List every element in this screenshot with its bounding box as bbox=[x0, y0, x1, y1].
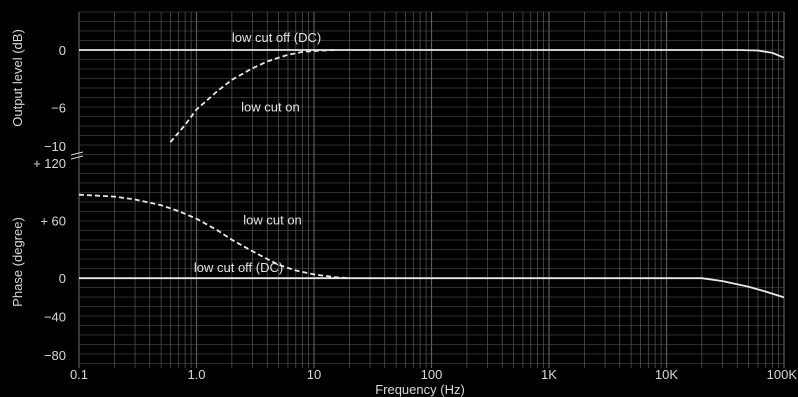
x-tick-label: 1K bbox=[541, 367, 557, 382]
series-low-cut-off-dc-panel-0 bbox=[79, 49, 785, 59]
y-tick-label: 0 bbox=[59, 271, 66, 286]
x-tick-label: 10 bbox=[307, 367, 321, 382]
series-low-cut-on-panel-1 bbox=[78, 193, 350, 280]
y-axis-label-output-level: Output level (dB) bbox=[10, 29, 25, 127]
annotation-label: low cut on bbox=[243, 213, 302, 228]
y-tick-label: −40 bbox=[44, 310, 66, 325]
y-tick-label: −6 bbox=[51, 101, 66, 116]
y-tick-label: −10 bbox=[44, 139, 66, 154]
y-tick-label: 0 bbox=[59, 43, 66, 58]
x-tick-label: 1.0 bbox=[187, 367, 205, 382]
y-tick-label: −80 bbox=[44, 348, 66, 363]
x-tick-label: 100 bbox=[421, 367, 443, 382]
x-tick-labels: 0.1 1.0 10 100 1K 10K 100K bbox=[70, 367, 797, 382]
series bbox=[78, 49, 785, 299]
y-axis-label-phase: Phase (degree) bbox=[10, 217, 25, 307]
annotation-label: low cut off (DC) bbox=[194, 260, 283, 275]
x-tick-label: 10K bbox=[655, 367, 678, 382]
grid bbox=[70, 11, 785, 368]
x-tick-label: 100K bbox=[767, 367, 798, 382]
y-tick-labels: 0 −6 −10 + 120 + 60 0 −40 −80 bbox=[33, 43, 66, 363]
series-low-cut-off-dc-panel-1 bbox=[79, 277, 785, 299]
axis-break-mark bbox=[70, 155, 84, 160]
annotation-label: low cut off (DC) bbox=[232, 30, 321, 45]
y-tick-label: + 120 bbox=[33, 156, 66, 171]
y-tick-label: + 60 bbox=[40, 214, 66, 229]
x-tick-label: 0.1 bbox=[70, 367, 88, 382]
axis-break-mark bbox=[70, 151, 84, 156]
annotation-label: low cut on bbox=[241, 100, 300, 115]
annotations: low cut off (DC) low cut on low cut on low … bbox=[194, 30, 321, 275]
x-axis-label: Frequency (Hz) bbox=[375, 382, 465, 397]
